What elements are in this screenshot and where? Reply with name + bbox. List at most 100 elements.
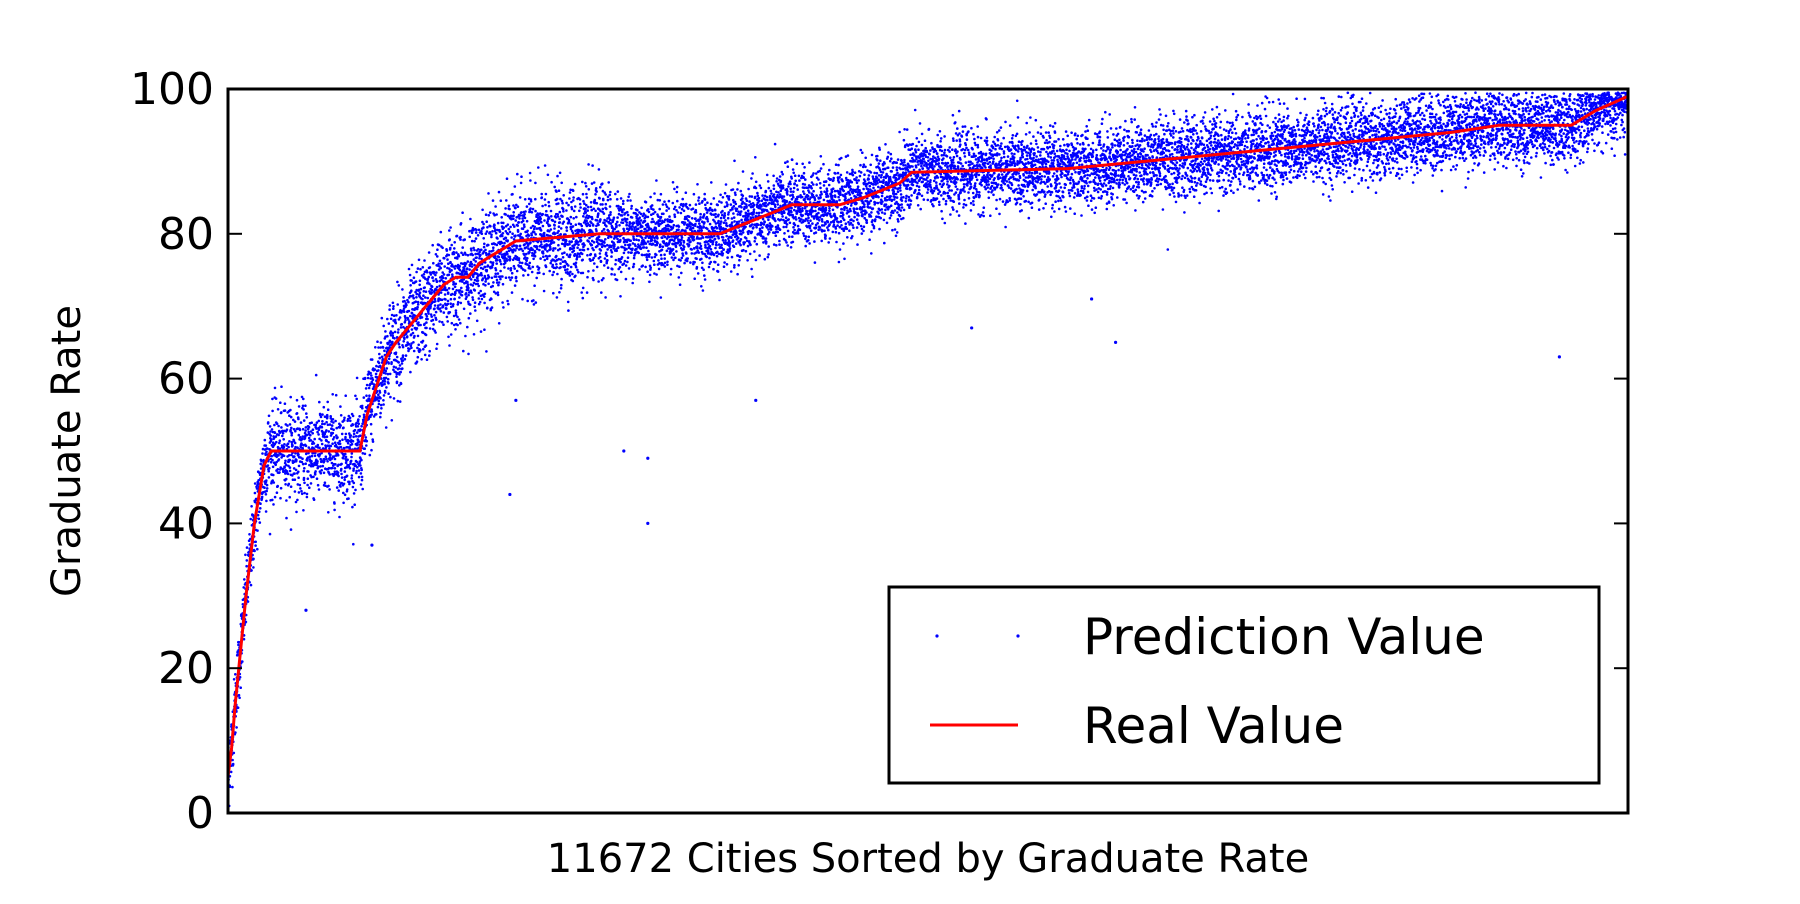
prediction-point — [369, 371, 372, 375]
prediction-point — [537, 266, 541, 270]
prediction-point — [381, 383, 384, 387]
prediction-point — [687, 215, 691, 218]
prediction-point — [377, 369, 380, 372]
prediction-point — [638, 216, 641, 219]
prediction-point — [702, 226, 705, 229]
prediction-point — [721, 196, 725, 199]
prediction-point — [408, 314, 412, 318]
prediction-point — [306, 483, 309, 487]
prediction-point — [550, 180, 553, 184]
prediction-point — [784, 216, 788, 219]
prediction-point — [484, 232, 488, 235]
prediction-point — [480, 229, 483, 233]
prediction-point — [622, 262, 626, 266]
prediction-point — [429, 313, 433, 316]
prediction-point — [290, 440, 294, 444]
prediction-point — [415, 292, 419, 296]
prediction-point — [394, 370, 397, 374]
prediction-point — [513, 267, 516, 270]
prediction-point — [313, 437, 317, 441]
prediction-point — [376, 396, 379, 399]
prediction-point — [587, 270, 590, 273]
prediction-point — [726, 203, 729, 206]
prediction-point — [237, 643, 240, 647]
prediction-point — [447, 287, 451, 290]
prediction-point — [758, 254, 761, 257]
prediction-point — [245, 559, 249, 562]
prediction-point — [447, 273, 451, 277]
prediction-point — [376, 340, 379, 344]
prediction-point — [756, 191, 759, 195]
prediction-point — [769, 228, 773, 231]
prediction-point — [271, 397, 274, 401]
prediction-point — [340, 432, 344, 436]
prediction-point — [634, 244, 637, 248]
prediction-point — [653, 210, 657, 214]
prediction-point — [456, 300, 460, 304]
prediction-point — [267, 469, 271, 473]
prediction-point — [807, 235, 811, 239]
prediction-point — [473, 301, 477, 305]
prediction-point — [627, 267, 631, 270]
prediction-point — [592, 278, 595, 282]
prediction-point — [529, 200, 533, 203]
prediction-point — [271, 409, 274, 413]
prediction-point — [335, 426, 339, 430]
prediction-point — [479, 330, 483, 333]
prediction-point — [325, 457, 328, 461]
prediction-point — [620, 214, 624, 217]
prediction-point — [394, 321, 398, 325]
prediction-point — [650, 239, 654, 242]
prediction-point — [290, 433, 294, 437]
prediction-point — [512, 264, 516, 268]
prediction-point — [488, 231, 492, 234]
prediction-point — [317, 465, 320, 468]
prediction-point — [785, 199, 788, 203]
prediction-point — [362, 396, 366, 399]
prediction-point — [264, 453, 268, 457]
prediction-point — [601, 203, 604, 206]
prediction-point — [577, 270, 580, 274]
prediction-point — [269, 434, 273, 437]
prediction-point — [691, 207, 695, 210]
prediction-point — [375, 364, 378, 368]
prediction-point — [516, 205, 520, 208]
prediction-point — [755, 211, 758, 215]
prediction-point — [563, 264, 567, 268]
prediction-point — [324, 446, 328, 449]
prediction-point — [592, 241, 596, 244]
prediction-point — [477, 228, 481, 232]
prediction-point — [766, 180, 770, 183]
prediction-point — [340, 472, 343, 476]
prediction-point — [268, 425, 272, 428]
prediction-point — [530, 270, 534, 274]
prediction-point — [271, 458, 274, 462]
prediction-point — [468, 303, 472, 307]
prediction-point — [288, 458, 292, 462]
prediction-point — [729, 203, 733, 206]
prediction-point — [655, 179, 658, 182]
prediction-point — [380, 355, 384, 359]
prediction-point — [673, 205, 677, 209]
prediction-point — [315, 477, 319, 481]
prediction-point — [618, 266, 622, 269]
prediction-point — [323, 422, 326, 426]
prediction-point — [701, 236, 705, 239]
prediction-point — [360, 424, 363, 428]
prediction-point — [342, 419, 346, 422]
prediction-point — [345, 466, 349, 469]
prediction-point — [283, 461, 287, 465]
prediction-point — [581, 258, 584, 262]
prediction-point — [762, 223, 766, 226]
prediction-point — [452, 314, 456, 318]
prediction-point — [544, 203, 547, 207]
prediction-point — [439, 303, 442, 306]
prediction-point — [276, 484, 280, 488]
prediction-point — [462, 349, 465, 353]
prediction-point — [525, 219, 529, 223]
prediction-point — [574, 274, 577, 278]
prediction-point — [464, 334, 467, 338]
prediction-point — [562, 210, 565, 213]
prediction-point — [453, 297, 456, 301]
prediction-point — [576, 268, 579, 272]
